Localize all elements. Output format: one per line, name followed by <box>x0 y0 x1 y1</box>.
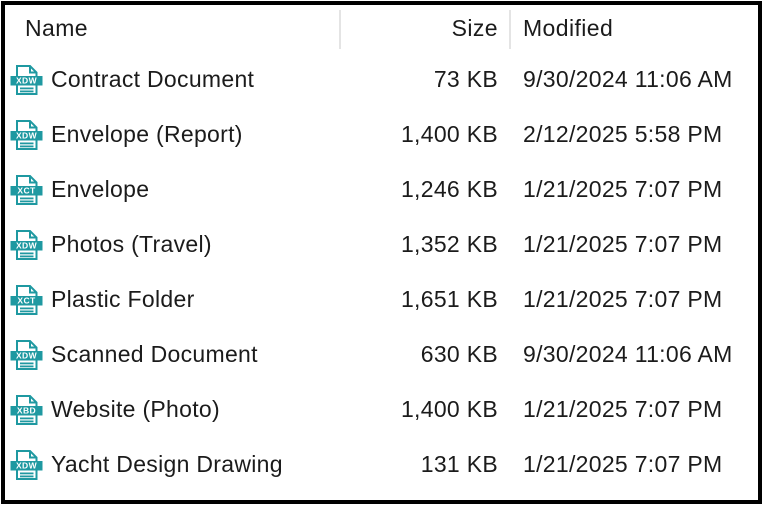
document-file-icon: XCT <box>10 284 43 315</box>
file-size: 1,246 KB <box>400 176 498 202</box>
file-format-label: XDW <box>16 240 38 250</box>
column-header-modified[interactable]: Modified <box>510 15 758 42</box>
file-name: Envelope <box>51 176 150 202</box>
file-format-label: XCT <box>17 295 36 305</box>
document-file-icon: XDW <box>10 449 43 480</box>
file-row[interactable]: XDW Yacht Design Drawing 131 KB 1/21/202… <box>5 437 758 492</box>
file-modified: 1/21/2025 7:07 PM <box>523 176 723 202</box>
file-modified: 2/12/2025 5:58 PM <box>523 121 723 147</box>
column-header-size-label: Size <box>451 15 498 41</box>
file-size: 630 KB <box>420 341 498 367</box>
file-name-cell: XCT Plastic Folder <box>5 284 340 316</box>
file-format-label: XBD <box>17 405 36 415</box>
file-size: 1,352 KB <box>400 231 498 257</box>
file-row[interactable]: XDW Photos (Travel) 1,352 KB 1/21/2025 7… <box>5 217 758 272</box>
file-modified: 1/21/2025 7:07 PM <box>523 451 723 477</box>
file-name: Envelope (Report) <box>51 121 243 147</box>
file-name-cell: XBD Website (Photo) <box>5 394 340 426</box>
file-row[interactable]: XBD Website (Photo) 1,400 KB 1/21/2025 7… <box>5 382 758 437</box>
file-format-label: XDW <box>16 350 38 360</box>
file-row[interactable]: XDW Scanned Document 630 KB 9/30/2024 11… <box>5 327 758 382</box>
file-size: 131 KB <box>420 451 498 477</box>
column-separator <box>509 10 511 49</box>
file-format-label: XDW <box>16 460 38 470</box>
file-modified: 9/30/2024 11:06 AM <box>523 341 733 367</box>
file-row[interactable]: XDW Envelope (Report) 1,400 KB 2/12/2025… <box>5 107 758 162</box>
file-name-cell: XDW Photos (Travel) <box>5 229 340 261</box>
file-size: 73 KB <box>433 66 498 92</box>
file-modified: 9/30/2024 11:06 AM <box>523 66 733 92</box>
file-modified: 1/21/2025 7:07 PM <box>523 231 723 257</box>
file-name: Website (Photo) <box>51 396 220 422</box>
document-file-icon: XDW <box>10 339 43 370</box>
column-header-name-label: Name <box>25 15 88 41</box>
file-modified: 1/21/2025 7:07 PM <box>523 286 723 312</box>
file-name-cell: XDW Envelope (Report) <box>5 119 340 151</box>
file-name: Scanned Document <box>51 341 258 367</box>
file-name: Yacht Design Drawing <box>51 451 283 477</box>
list-column-header-row: Name Size Modified <box>5 5 758 52</box>
column-separator <box>339 10 341 49</box>
file-format-label: XCT <box>17 185 36 195</box>
document-file-icon: XDW <box>10 119 43 150</box>
file-name: Contract Document <box>51 66 255 92</box>
file-modified: 1/21/2025 7:07 PM <box>523 396 723 422</box>
column-header-name[interactable]: Name <box>5 15 340 42</box>
column-header-modified-label: Modified <box>523 15 614 41</box>
file-name-cell: XDW Contract Document <box>5 64 340 96</box>
document-file-icon: XDW <box>10 64 43 95</box>
document-file-icon: XCT <box>10 174 43 205</box>
file-row[interactable]: XCT Envelope 1,246 KB 1/21/2025 7:07 PM <box>5 162 758 217</box>
file-row[interactable]: XCT Plastic Folder 1,651 KB 1/21/2025 7:… <box>5 272 758 327</box>
document-file-icon: XBD <box>10 394 43 425</box>
file-format-label: XDW <box>16 75 38 85</box>
document-file-icon: XDW <box>10 229 43 260</box>
file-format-label: XDW <box>16 130 38 140</box>
file-name-cell: XDW Yacht Design Drawing <box>5 449 340 481</box>
file-row[interactable]: XDW Contract Document 73 KB 9/30/2024 11… <box>5 52 758 107</box>
file-size: 1,400 KB <box>400 121 498 147</box>
file-name-cell: XDW Scanned Document <box>5 339 340 371</box>
column-header-size[interactable]: Size <box>340 15 510 42</box>
file-name-cell: XCT Envelope <box>5 174 340 206</box>
file-name: Photos (Travel) <box>51 231 212 257</box>
file-list: XDW Contract Document 73 KB 9/30/2024 11… <box>5 52 758 492</box>
file-name: Plastic Folder <box>51 286 195 312</box>
file-size: 1,651 KB <box>400 286 498 312</box>
file-size: 1,400 KB <box>400 396 498 422</box>
